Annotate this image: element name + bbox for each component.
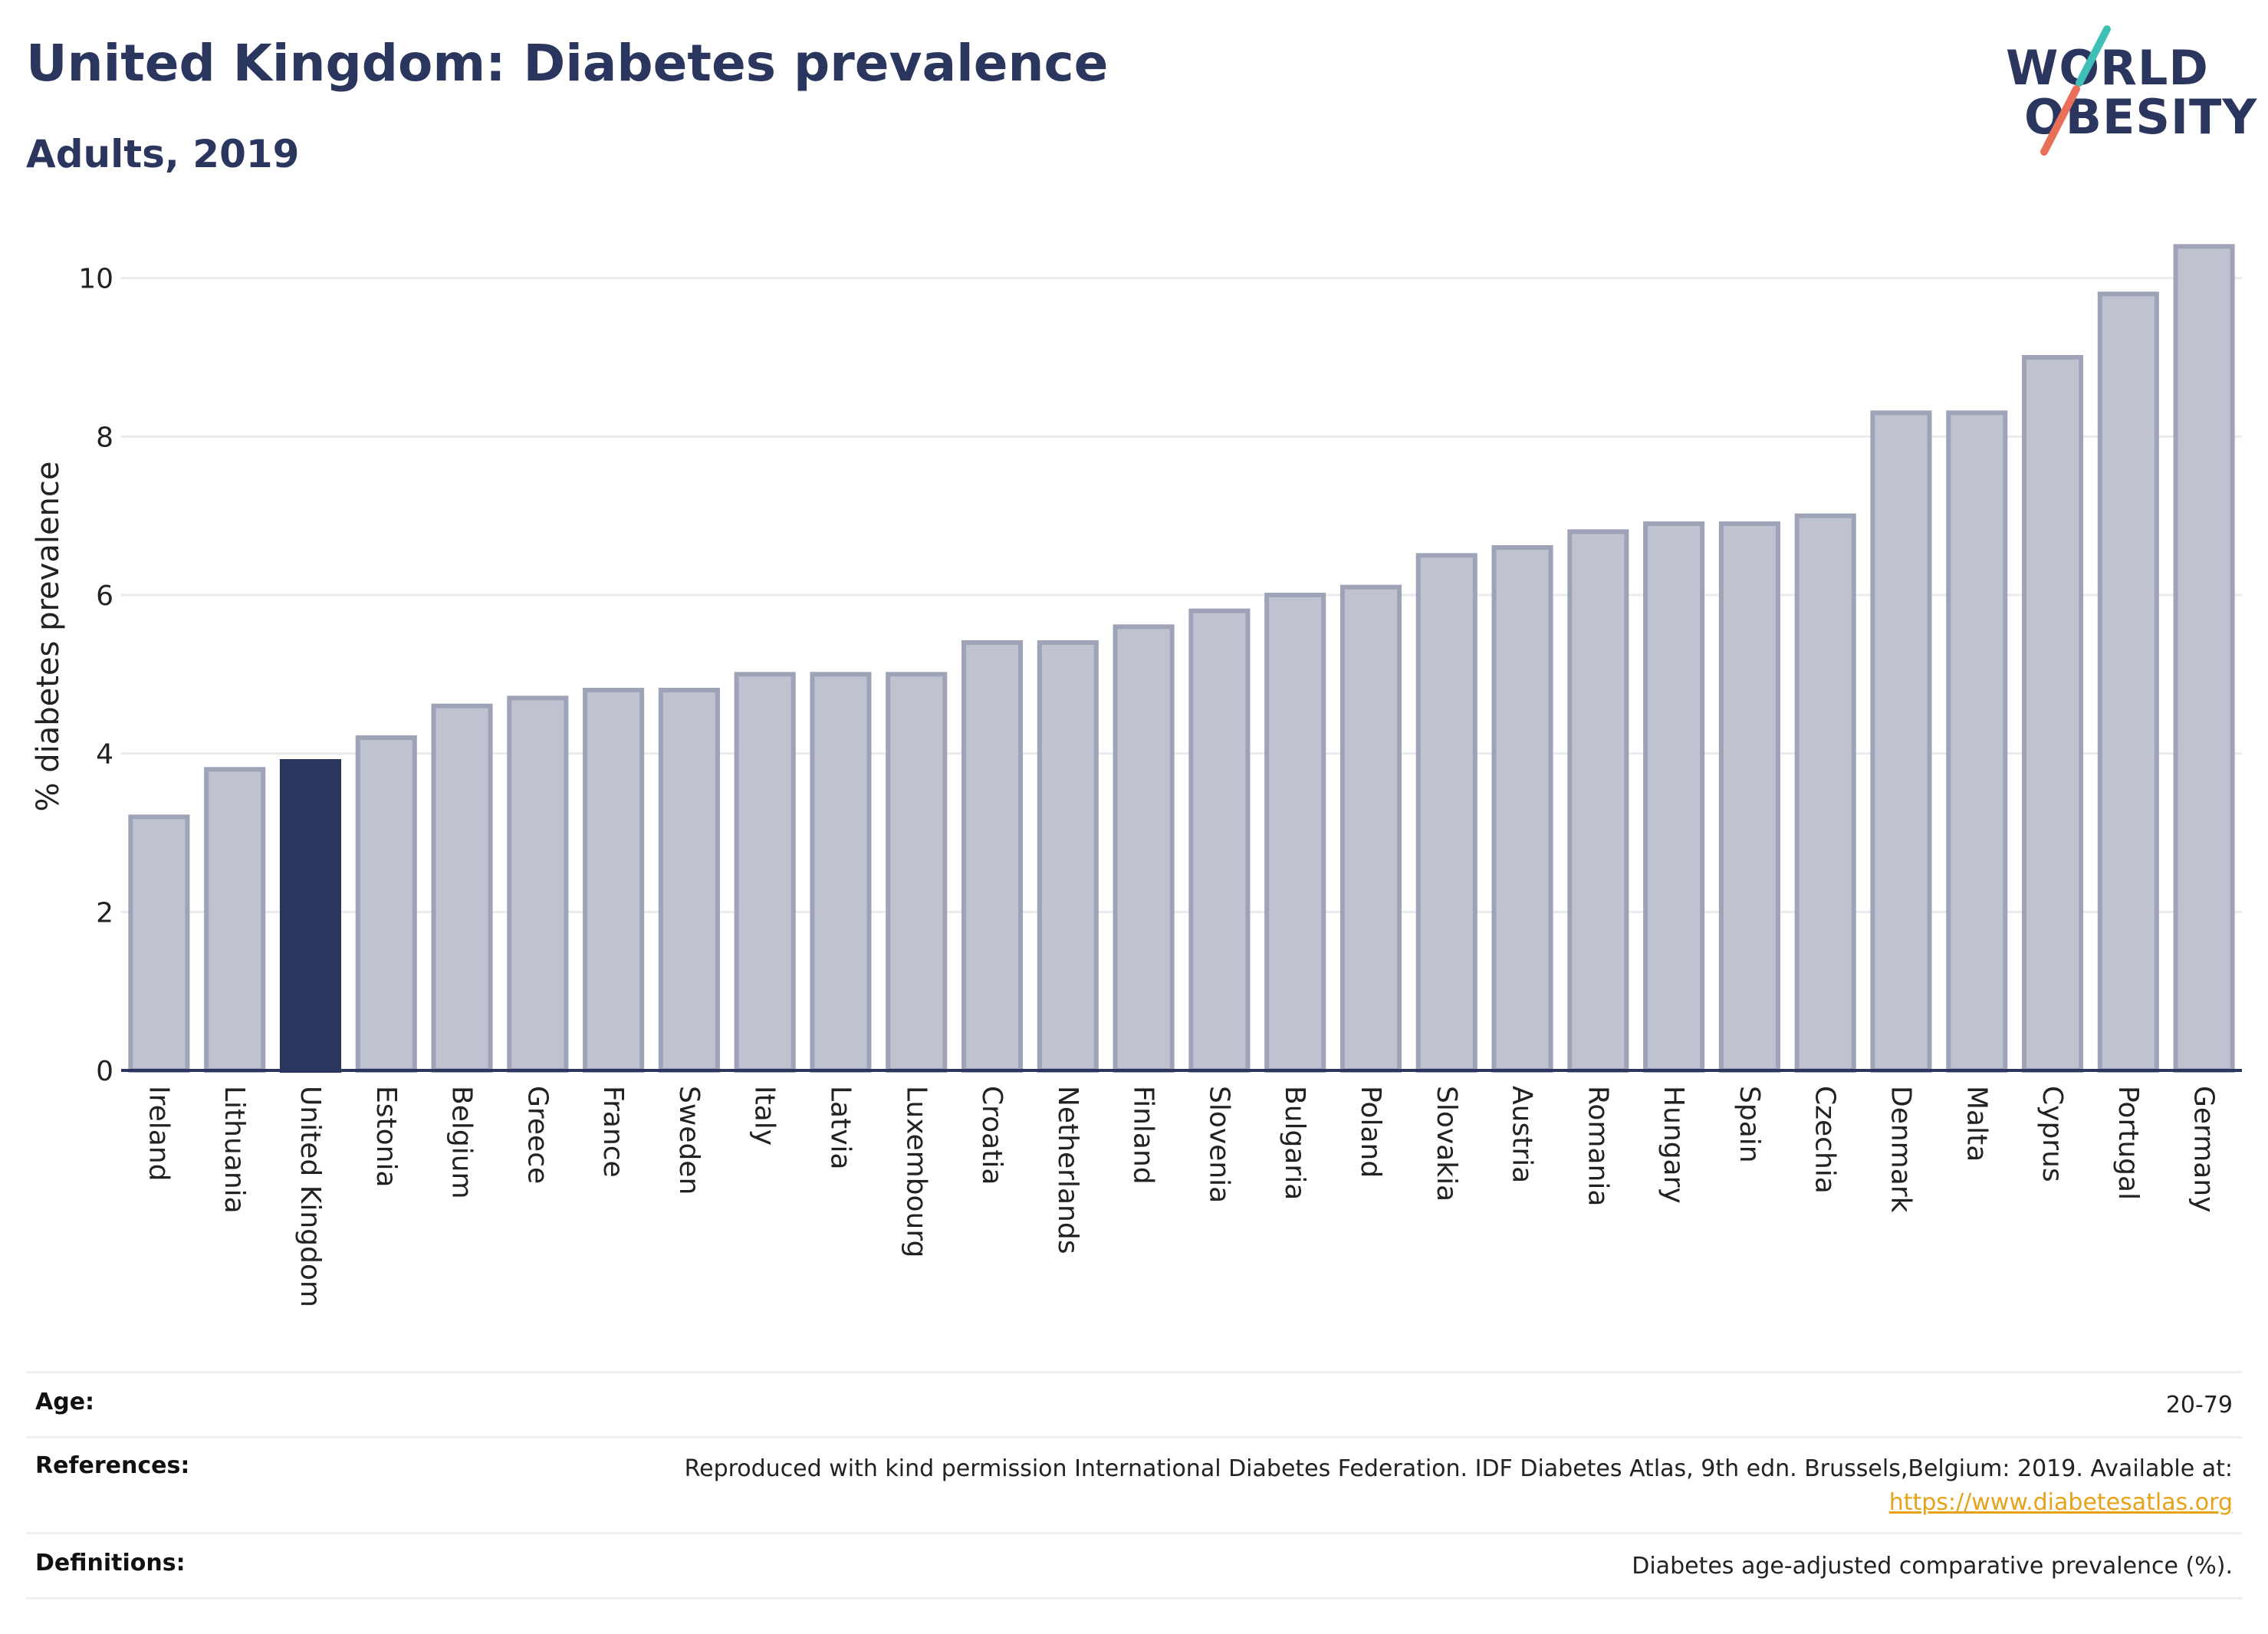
footer-row-references: References: Reproduced with kind permiss…	[26, 1436, 2242, 1532]
x-tick-label: Cyprus	[2036, 1086, 2068, 1182]
bar-sweden[interactable]	[658, 688, 720, 1073]
bar-poland[interactable]	[1339, 584, 1402, 1073]
x-tick-label: Estonia	[370, 1086, 402, 1188]
bar-greece[interactable]	[507, 695, 569, 1073]
x-tick-label: Luxembourg	[900, 1086, 932, 1258]
world-obesity-logo: WORLD OBESITY	[1994, 23, 2256, 161]
x-tick-label: Greece	[521, 1086, 553, 1184]
bar-estonia[interactable]	[355, 735, 417, 1073]
bar-netherlands[interactable]	[1037, 640, 1099, 1073]
x-tick-label: United Kingdom	[294, 1086, 326, 1307]
x-tick-label: Lithuania	[219, 1086, 250, 1214]
chart-title: United Kingdom: Diabetes prevalence	[26, 34, 1109, 93]
bar-lithuania[interactable]	[204, 767, 266, 1073]
bar-denmark[interactable]	[1870, 410, 1932, 1073]
x-tick-label: Italy	[749, 1086, 781, 1146]
bar-france[interactable]	[583, 688, 645, 1073]
x-tick-label: Portugal	[2112, 1086, 2144, 1200]
x-tick-label: Sweden	[673, 1086, 705, 1195]
bar-italy[interactable]	[734, 672, 796, 1073]
y-tick-label: 4	[96, 739, 113, 771]
bar-slovenia[interactable]	[1188, 608, 1251, 1073]
references-value: Reproduced with kind permission Internat…	[685, 1452, 2233, 1520]
chart-footer: Age: 20-79 References: Reproduced with k…	[26, 1371, 2242, 1599]
logo-text-world: WORLD	[2006, 40, 2209, 96]
y-tick-label: 6	[96, 580, 113, 612]
y-tick-label: 8	[96, 422, 113, 453]
definitions-label: Definitions:	[35, 1550, 186, 1576]
footer-row-definitions: Definitions: Diabetes age-adjusted compa…	[26, 1532, 2242, 1599]
bar-luxembourg[interactable]	[886, 672, 948, 1073]
bar-finland[interactable]	[1113, 624, 1175, 1073]
definitions-value: Diabetes age-adjusted comparative preval…	[1632, 1553, 2233, 1580]
references-link[interactable]: https://www.diabetesatlas.org	[1888, 1489, 2233, 1516]
age-value: 20-79	[2165, 1392, 2233, 1419]
bar-slovakia[interactable]	[1415, 553, 1477, 1073]
bar-belgium[interactable]	[431, 703, 493, 1073]
y-tick-label: 2	[96, 897, 113, 929]
bar-czechia[interactable]	[1794, 513, 1856, 1073]
bar-croatia[interactable]	[961, 640, 1024, 1073]
y-tick-label: 10	[78, 264, 113, 295]
bar-united-kingdom[interactable]	[279, 759, 342, 1073]
bar-hungary[interactable]	[1643, 521, 1705, 1073]
x-tick-label: Latvia	[824, 1086, 856, 1170]
bar-portugal[interactable]	[2097, 291, 2159, 1073]
x-tick-label: Romania	[1582, 1086, 1613, 1206]
logo-slash-icon	[2040, 25, 2111, 156]
bar-ireland[interactable]	[128, 814, 190, 1073]
x-tick-label: Spain	[1734, 1086, 1765, 1163]
chart-subtitle: Adults, 2019	[26, 132, 300, 176]
x-tick-label: Netherlands	[1052, 1086, 1083, 1254]
x-tick-label: Poland	[1355, 1086, 1386, 1178]
x-tick-label: Bulgaria	[1279, 1086, 1310, 1200]
x-tick-label: Ireland	[143, 1086, 174, 1182]
x-tick-label: Germany	[2188, 1086, 2220, 1212]
references-label: References:	[35, 1452, 190, 1479]
bar-cyprus[interactable]	[2021, 355, 2084, 1073]
bar-latvia[interactable]	[810, 672, 872, 1073]
x-tick-label: Denmark	[1885, 1086, 1916, 1213]
x-tick-label: Czechia	[1809, 1086, 1841, 1194]
x-tick-label: Croatia	[976, 1086, 1007, 1185]
y-axis-label: % diabetes prevalence	[31, 461, 66, 811]
x-tick-label: Belgium	[446, 1086, 478, 1199]
bar-romania[interactable]	[1567, 529, 1629, 1073]
y-tick-label: 0	[96, 1056, 113, 1087]
x-tick-label: Hungary	[1658, 1086, 1689, 1204]
bar-chart: 0 2 4 6 8 10 % diabetes prevalence Ireland Lithu…	[31, 244, 2242, 1307]
x-tick-label: Austria	[1507, 1086, 1538, 1183]
x-tick-label: Finland	[1128, 1086, 1159, 1185]
age-label: Age:	[35, 1389, 95, 1415]
x-tick-label: Slovenia	[1203, 1086, 1234, 1203]
references-text: Reproduced with kind permission Internat…	[684, 1455, 2233, 1482]
bar-austria[interactable]	[1491, 545, 1553, 1073]
bar-malta[interactable]	[1946, 410, 2008, 1073]
x-tick-label: Malta	[1961, 1086, 1992, 1162]
x-tick-label: France	[597, 1086, 629, 1178]
bar-spain[interactable]	[1718, 521, 1780, 1073]
bar-bulgaria[interactable]	[1264, 593, 1326, 1073]
x-tick-label: Slovakia	[1431, 1086, 1462, 1202]
footer-row-age: Age: 20-79	[26, 1371, 2242, 1436]
bar-germany[interactable]	[2173, 244, 2235, 1073]
